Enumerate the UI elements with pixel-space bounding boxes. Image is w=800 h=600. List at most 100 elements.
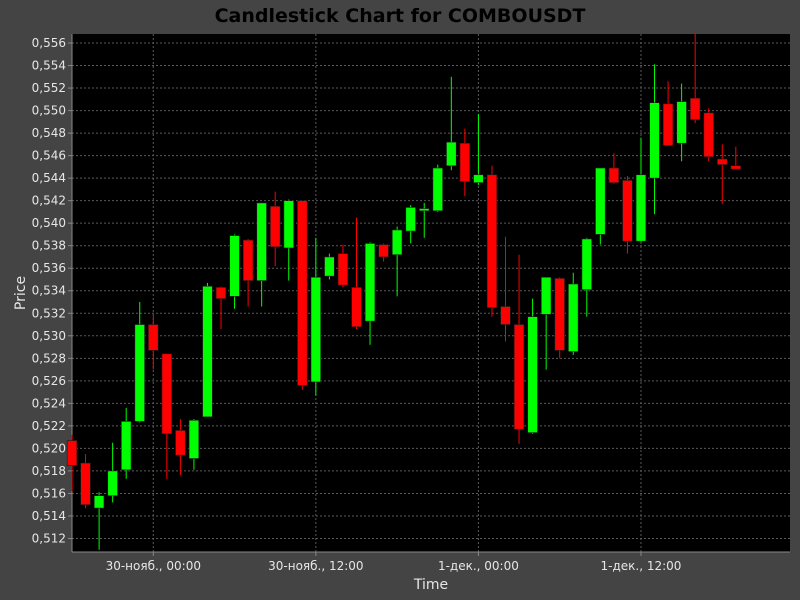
chart-title: Candlestick Chart for COMBOUSDT — [215, 5, 586, 27]
candle-down — [351, 217, 362, 330]
y-tick-label: 0,554 — [32, 59, 66, 73]
y-tick-label: 0,548 — [32, 126, 66, 140]
candle-down — [378, 243, 389, 262]
candle-down — [297, 200, 308, 390]
candle-up — [364, 242, 376, 345]
y-tick-label: 0,520 — [32, 441, 66, 455]
candle-down — [148, 315, 159, 370]
candle-down — [337, 244, 349, 288]
y-tick-label: 0,550 — [32, 104, 66, 118]
y-tick-label: 0,532 — [32, 306, 66, 320]
candle-body — [337, 253, 349, 286]
y-tick-label: 0,526 — [32, 374, 66, 388]
candle-up — [229, 234, 240, 309]
candle-body — [649, 102, 660, 179]
y-tick-label: 0,528 — [32, 351, 66, 365]
candle-up — [405, 205, 416, 244]
candle-body — [121, 421, 132, 471]
candle-body — [215, 287, 227, 299]
candle-down — [554, 277, 565, 359]
candle-body — [513, 324, 525, 430]
candle-body — [500, 306, 511, 325]
candle-body — [202, 285, 213, 418]
candle-body — [419, 208, 430, 212]
y-tick-label: 0,512 — [32, 531, 66, 545]
candle-body — [703, 112, 714, 158]
candle-body — [432, 167, 443, 212]
y-tick-label: 0,534 — [32, 284, 66, 298]
candle-body — [459, 142, 471, 182]
y-tick-label: 0,542 — [32, 194, 66, 208]
candle-body — [622, 180, 633, 242]
candle-body — [188, 419, 200, 459]
candle-down — [662, 81, 674, 146]
candle-body — [527, 316, 538, 433]
candle-body — [324, 256, 335, 277]
candle-body — [283, 200, 294, 249]
candle-body — [297, 200, 308, 386]
y-tick-label: 0,536 — [32, 261, 66, 275]
y-tick-label: 0,552 — [32, 81, 66, 95]
candle-body — [676, 101, 687, 144]
candle-body — [730, 165, 741, 170]
candle-up — [93, 492, 105, 550]
candle-down — [486, 165, 498, 317]
candle-body — [270, 205, 281, 248]
candle-down — [622, 175, 633, 254]
candle-down — [80, 454, 91, 509]
candle-down — [730, 146, 741, 170]
candle-down — [513, 254, 525, 444]
candle-down — [703, 108, 714, 162]
candle-down — [242, 238, 254, 307]
candle-body — [66, 440, 78, 466]
candle-up — [581, 237, 592, 317]
y-tick-label: 0,538 — [32, 239, 66, 253]
candle-up — [134, 302, 145, 423]
candle-down — [66, 434, 78, 492]
candle-down — [215, 286, 227, 330]
candle-body — [161, 353, 173, 435]
y-tick-label: 0,556 — [32, 36, 66, 50]
candle-up — [649, 64, 660, 215]
candle-body — [391, 229, 403, 256]
candle-down — [270, 191, 281, 266]
candle-body — [378, 244, 389, 258]
candle-up — [473, 113, 484, 185]
x-tick-label: 30-нояб., 00:00 — [106, 559, 201, 573]
y-axis-label: Price — [13, 276, 29, 310]
candle-body — [717, 158, 728, 165]
candle-body — [581, 238, 592, 290]
candle-up — [419, 202, 430, 238]
candle-up — [283, 199, 294, 281]
candle-body — [134, 324, 145, 422]
candle-up — [446, 76, 457, 171]
candle-body — [80, 462, 91, 506]
candle-body — [93, 495, 105, 509]
candle-up — [527, 298, 538, 434]
candle-up — [595, 167, 606, 245]
candle-body — [229, 235, 240, 297]
candle-body — [364, 243, 376, 322]
candle-down — [175, 419, 186, 476]
candle-body — [595, 167, 606, 235]
y-axis-ticks: 0,512 0,514 0,516 0,518 0,520 0,522 0,524 0,526… — [32, 36, 72, 545]
candle-body — [689, 97, 701, 120]
candle-up — [432, 164, 443, 212]
candle-up — [676, 83, 687, 162]
candle-down — [608, 153, 620, 184]
candle-body — [608, 167, 620, 183]
candle-body — [540, 276, 552, 315]
candle-body — [405, 207, 416, 232]
candle-up — [310, 237, 322, 396]
candle-body — [662, 103, 674, 146]
candle-body — [242, 239, 254, 281]
candle-body — [635, 174, 647, 242]
candle-down — [689, 32, 701, 123]
candle-down — [500, 236, 511, 342]
candle-body — [107, 470, 118, 496]
candle-down — [717, 144, 728, 205]
candle-down — [459, 128, 471, 197]
candle-body — [446, 141, 457, 167]
candle-body — [175, 430, 186, 456]
candles — [66, 32, 741, 550]
